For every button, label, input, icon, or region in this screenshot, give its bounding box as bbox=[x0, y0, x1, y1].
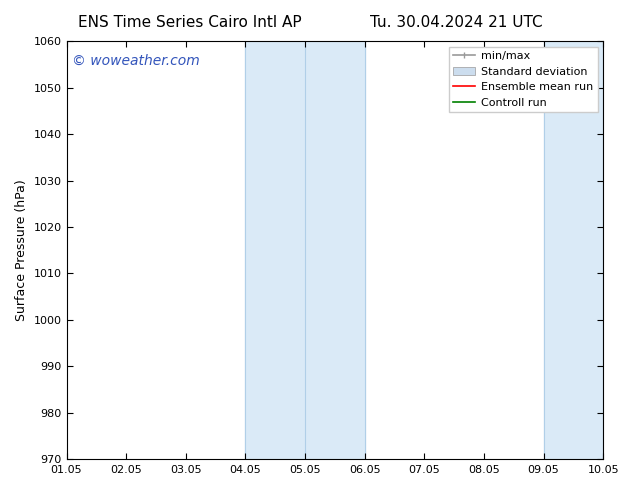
Bar bbox=[543, 41, 603, 460]
Legend: min/max, Standard deviation, Ensemble mean run, Controll run: min/max, Standard deviation, Ensemble me… bbox=[449, 47, 598, 112]
Text: ENS Time Series Cairo Intl AP: ENS Time Series Cairo Intl AP bbox=[79, 15, 302, 30]
Bar bbox=[245, 41, 365, 460]
Text: © woweather.com: © woweather.com bbox=[72, 53, 200, 68]
Y-axis label: Surface Pressure (hPa): Surface Pressure (hPa) bbox=[15, 179, 28, 321]
Text: Tu. 30.04.2024 21 UTC: Tu. 30.04.2024 21 UTC bbox=[370, 15, 543, 30]
